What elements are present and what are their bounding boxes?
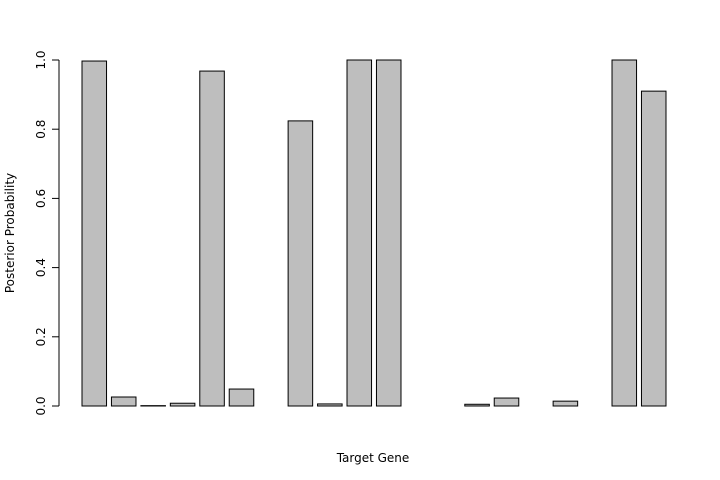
y-tick-label: 0.2 (34, 327, 48, 346)
y-tick-label: 0.8 (34, 120, 48, 139)
x-axis-label: Target Gene (336, 451, 410, 465)
bar (317, 403, 343, 407)
y-axis-label: Posterior Probability (3, 173, 17, 293)
bar (81, 60, 108, 407)
bar (346, 59, 373, 407)
bar (375, 59, 402, 407)
bar (287, 120, 314, 407)
y-tick-label: 0.6 (34, 189, 48, 208)
bar (611, 59, 638, 407)
bar (640, 90, 667, 407)
bar (169, 402, 196, 407)
y-tick-label: 0.4 (34, 258, 48, 277)
bar (199, 70, 225, 407)
y-tick-label: 1.0 (34, 50, 48, 69)
bar (493, 397, 520, 407)
bar (228, 388, 255, 407)
y-tick-label: 0.0 (34, 396, 48, 415)
bar (552, 400, 579, 407)
bar (464, 403, 490, 407)
bar (110, 396, 137, 407)
